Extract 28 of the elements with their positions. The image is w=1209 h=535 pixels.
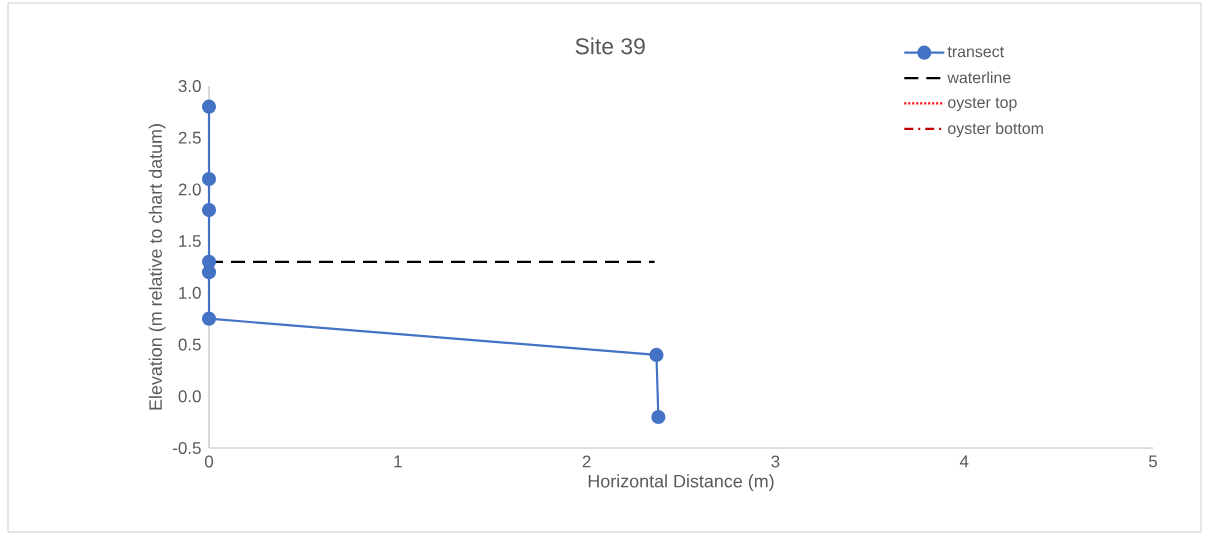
x-tick-label: 1 — [394, 455, 402, 468]
point — [201, 203, 217, 218]
y-tick-label: 0.5 — [178, 338, 201, 351]
legend-label: oyster top — [948, 97, 1017, 112]
point — [201, 99, 217, 114]
y-axis-title: Elevation (m relative to chart datum) — [148, 124, 166, 410]
point — [201, 171, 217, 187]
y-tick-label: 1.5 — [179, 235, 201, 248]
x-tick-label: 0 — [204, 455, 214, 468]
y-tick-label: 2.5 — [178, 131, 201, 144]
y-tick-label: 1.0 — [179, 286, 201, 299]
point — [201, 265, 217, 280]
point — [649, 347, 664, 362]
legend-label: transect — [947, 46, 1004, 58]
x-tick-label: 3 — [771, 455, 780, 468]
chart-title: Site 39 — [575, 37, 645, 55]
y-tick-label: 3.0 — [178, 79, 201, 92]
point — [651, 409, 666, 425]
x-tick-label: 4 — [959, 455, 969, 468]
x-tick-label: 5 — [1148, 455, 1157, 468]
x-tick-label: 2 — [582, 455, 591, 468]
y-tick-label: -0.5 — [173, 441, 201, 454]
point — [201, 311, 217, 326]
x-axis-title: Horizontal Distance (m) — [588, 474, 774, 492]
legend-label: waterline — [947, 71, 1011, 84]
legend-label: oyster bottom — [948, 122, 1043, 138]
y-tick-label: 0.0 — [178, 390, 201, 403]
y-tick-label: 2.0 — [178, 183, 201, 196]
